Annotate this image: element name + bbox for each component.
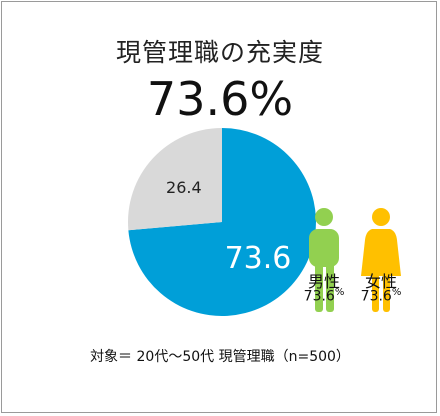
- male-percent: 73.6%: [303, 287, 345, 305]
- female-figure-icon: [361, 208, 401, 312]
- male-label: 男性: [307, 272, 340, 291]
- footnote: 対象＝ 20代〜50代 現管理職（n=500）: [90, 349, 350, 365]
- headline-value: 73.6%: [146, 72, 294, 126]
- male-figure-icon: [309, 208, 339, 312]
- pie-slice-main: [128, 128, 316, 316]
- female-percent: 73.6%: [360, 287, 402, 305]
- chart-title: 現管理職の充実度: [115, 38, 324, 67]
- female-label: 女性: [364, 272, 397, 291]
- pie-label-main: 73.6: [225, 241, 292, 276]
- pie-slice-other: [127, 128, 222, 231]
- pie-label-other: 26.4: [166, 178, 202, 197]
